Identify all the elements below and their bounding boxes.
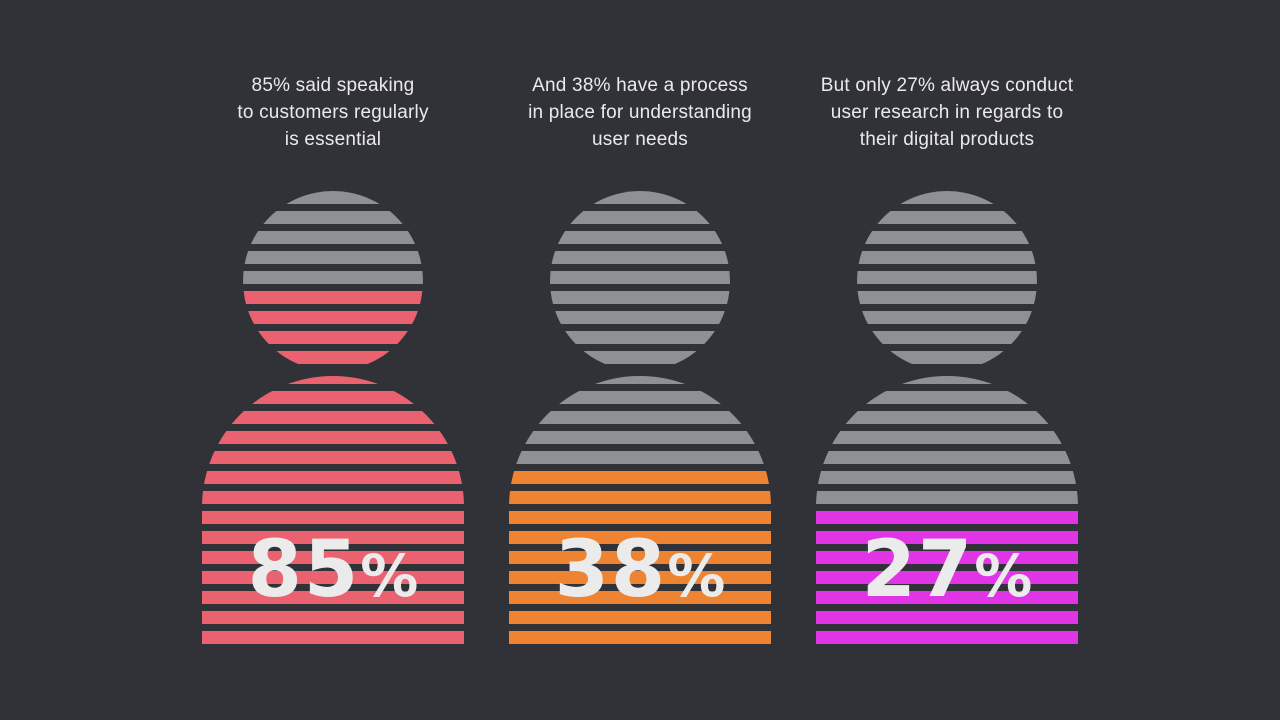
- percent-sign: %: [974, 542, 1033, 610]
- caption-line: their digital products: [859, 129, 1035, 150]
- caption-line: And 38% have a process: [532, 75, 748, 96]
- person-body-shape: [509, 376, 771, 649]
- percent-value: 38: [554, 525, 668, 615]
- percent-label-1: 85%: [202, 525, 464, 615]
- stat-caption-1: 85% said speaking to customers regularly…: [153, 72, 513, 153]
- percent-sign: %: [667, 542, 726, 610]
- caption-line: But only 27% always conduct: [820, 75, 1074, 96]
- percent-sign: %: [360, 542, 419, 610]
- person-body-shape: [202, 376, 464, 649]
- person-head-shape: [857, 191, 1037, 371]
- person-pictogram-2: 38%: [509, 191, 771, 649]
- stat-column-1: 85% said speaking to customers regularly…: [202, 72, 464, 649]
- person-pictogram-3: 27%: [816, 191, 1078, 649]
- caption-line: in place for understanding: [528, 102, 752, 123]
- stat-caption-2: And 38% have a process in place for unde…: [460, 72, 820, 153]
- person-head-shape: [550, 191, 730, 371]
- caption-line: to customers regularly: [237, 102, 429, 123]
- percent-value: 27: [861, 525, 975, 615]
- caption-line: user needs: [591, 129, 688, 150]
- person-body-shape: [816, 376, 1078, 649]
- percent-label-3: 27%: [816, 525, 1078, 615]
- stat-column-3: But only 27% always conduct user researc…: [816, 72, 1078, 649]
- stat-caption-3: But only 27% always conduct user researc…: [767, 72, 1127, 153]
- percent-label-2: 38%: [509, 525, 771, 615]
- person-pictogram-1: 85%: [202, 191, 464, 649]
- caption-line: user research in regards to: [830, 102, 1064, 123]
- caption-line: 85% said speaking: [251, 75, 415, 96]
- percent-value: 85: [247, 525, 361, 615]
- person-head-shape: [243, 191, 423, 371]
- stat-columns: 85% said speaking to customers regularly…: [202, 72, 1078, 649]
- caption-line: is essential: [284, 129, 382, 150]
- stat-column-2: And 38% have a process in place for unde…: [509, 72, 771, 649]
